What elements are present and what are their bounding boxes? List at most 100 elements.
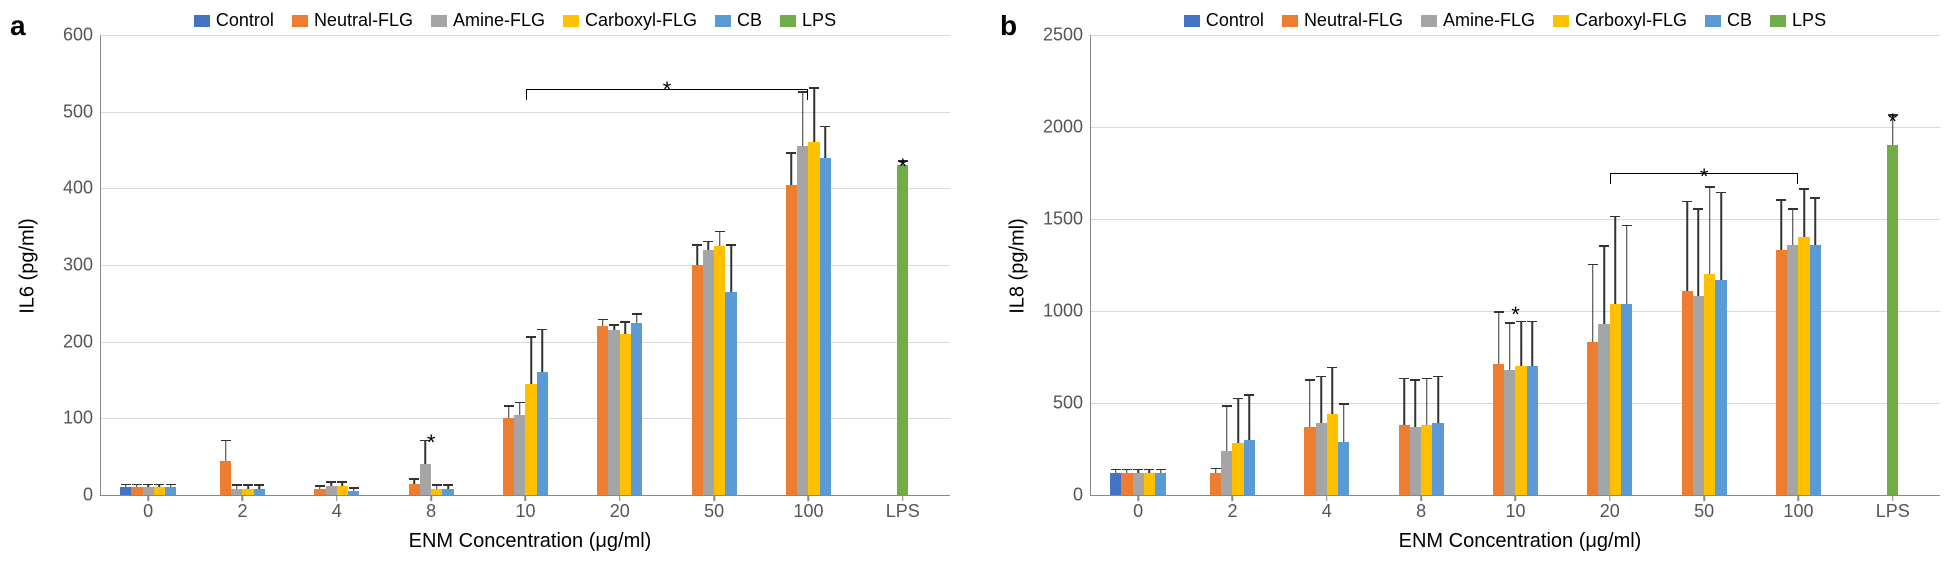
bar-group: 10: [478, 35, 572, 495]
chart-area: 01002003004005006000248102050100LPS***: [100, 35, 950, 496]
bar-wrap: [703, 35, 714, 495]
bar: [1493, 364, 1504, 495]
bar-wrap: [1610, 35, 1621, 495]
bar-wrap: [254, 35, 265, 495]
legend-swatch: [1705, 15, 1721, 27]
chart-area: 050010001500200025000248102050100LPS***: [1090, 35, 1940, 496]
legend-label: Neutral-FLG: [1304, 10, 1403, 31]
bar: [631, 323, 642, 496]
bar-wrap: [525, 35, 536, 495]
bar-group: 2: [195, 35, 289, 495]
bar: [714, 246, 725, 495]
xtick-label: 2: [1227, 495, 1237, 522]
bar-wrap: [131, 35, 142, 495]
bar-wrap: [1421, 35, 1432, 495]
bar-wrap: [326, 35, 337, 495]
bar-wrap: [165, 35, 176, 495]
xtick-label: 0: [143, 495, 153, 522]
bar-group: 4: [290, 35, 384, 495]
significance-star: *: [427, 430, 436, 456]
bar: [337, 486, 348, 495]
bar: [608, 330, 619, 495]
legend-item: Neutral-FLG: [1282, 10, 1403, 31]
bar-wrap: [1798, 35, 1809, 495]
bar-group: 100: [761, 35, 855, 495]
xtick-label: 4: [1322, 495, 1332, 522]
bar: [1693, 296, 1704, 495]
ytick-label: 100: [63, 408, 101, 429]
bar-groups: 0248102050100LPS: [1091, 35, 1940, 495]
xtick-label: 10: [1505, 495, 1525, 522]
bar-wrap: [1244, 35, 1255, 495]
bar-wrap: [431, 35, 442, 495]
bar: [1527, 366, 1538, 495]
bar-wrap: [692, 35, 703, 495]
legend-swatch: [780, 15, 796, 27]
bar: [1515, 366, 1526, 495]
bar-group: 50: [667, 35, 761, 495]
bar: [620, 334, 631, 495]
significance-star: *: [1700, 164, 1709, 190]
bar: [1110, 473, 1121, 495]
bar: [220, 461, 231, 496]
xtick-label: 20: [1600, 495, 1620, 522]
ytick-label: 1500: [1043, 209, 1091, 230]
bar: [1682, 291, 1693, 495]
bar: [1232, 443, 1243, 495]
bar: [431, 489, 442, 495]
bar-group: 4: [1280, 35, 1374, 495]
bar: [1121, 473, 1132, 495]
bar-wrap: [1504, 35, 1515, 495]
legend-item: Amine-FLG: [431, 10, 545, 31]
panel-b: bControlNeutral-FLGAmine-FLGCarboxyl-FLG…: [1000, 10, 1950, 553]
bar: [1621, 304, 1632, 495]
bar-wrap: [1887, 35, 1898, 495]
bar: [1610, 304, 1621, 495]
bar-wrap: [1787, 35, 1798, 495]
ytick-label: 300: [63, 255, 101, 276]
ytick-label: 0: [83, 485, 101, 506]
ytick-label: 1000: [1043, 301, 1091, 322]
legend-swatch: [1553, 15, 1569, 27]
bar: [1221, 451, 1232, 495]
legend-swatch: [1282, 15, 1298, 27]
legend-item: Control: [194, 10, 274, 31]
bar-wrap: [1621, 35, 1632, 495]
bar-wrap: [714, 35, 725, 495]
xtick-label: LPS: [886, 495, 920, 522]
bar: [1504, 370, 1515, 495]
bar-wrap: [1133, 35, 1144, 495]
bar: [597, 326, 608, 495]
bar-groups: 0248102050100LPS: [101, 35, 950, 495]
bar-wrap: [1493, 35, 1504, 495]
legend-swatch: [292, 15, 308, 27]
bar-wrap: [154, 35, 165, 495]
xtick-label: 8: [1416, 495, 1426, 522]
bar-group: 10: [1468, 35, 1562, 495]
bar-wrap: [1682, 35, 1693, 495]
bar-group: 100: [1751, 35, 1845, 495]
legend-swatch: [1421, 15, 1437, 27]
bar: [131, 487, 142, 495]
xtick-label: 100: [793, 495, 823, 522]
bar: [1316, 423, 1327, 495]
bar: [348, 491, 359, 495]
bar: [692, 265, 703, 495]
bar-wrap: [1776, 35, 1787, 495]
bar-wrap: [231, 35, 242, 495]
xtick-label: 100: [1783, 495, 1813, 522]
x-axis-label: ENM Concentration (μg/ml): [100, 530, 960, 553]
bar: [231, 489, 242, 495]
bar: [1598, 324, 1609, 495]
xtick-label: 10: [515, 495, 535, 522]
bar-wrap: [514, 35, 525, 495]
legend-item: Carboxyl-FLG: [1553, 10, 1687, 31]
bar-group: 20: [573, 35, 667, 495]
legend-label: Control: [1206, 10, 1264, 31]
bar-group: LPS: [1846, 35, 1940, 495]
legend-swatch: [563, 15, 579, 27]
panel-a: aControlNeutral-FLGAmine-FLGCarboxyl-FLG…: [10, 10, 960, 553]
significance-star: *: [1511, 302, 1520, 328]
bar: [1704, 274, 1715, 495]
bar-wrap: [143, 35, 154, 495]
